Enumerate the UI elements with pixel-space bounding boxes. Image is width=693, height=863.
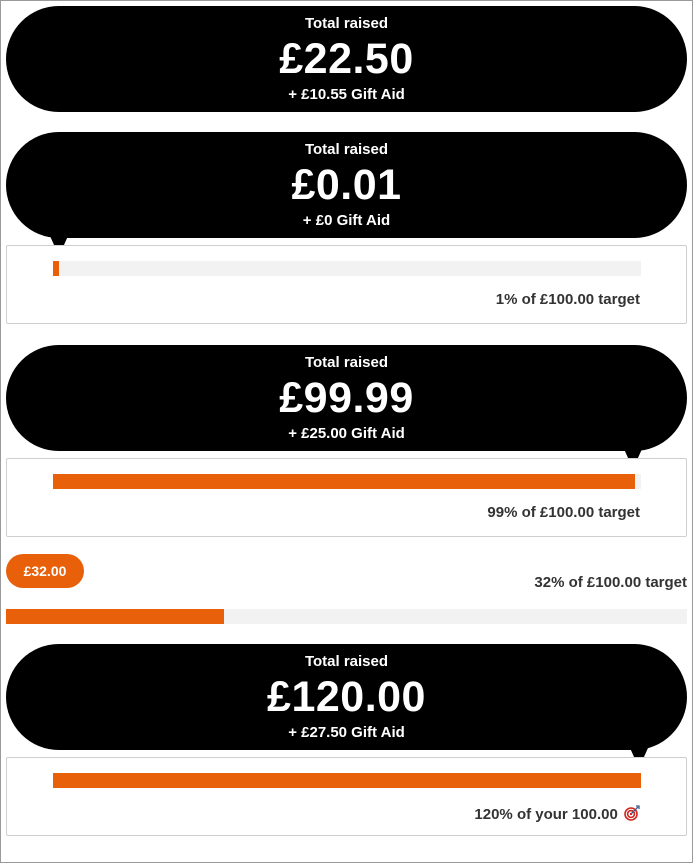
progress-percentage-text: 32% of £100.00 target (534, 574, 687, 591)
total-raised-bubble: Total raised £0.01 + £0 Gift Aid (6, 132, 687, 238)
total-raised-amount: £22.50 (279, 35, 414, 83)
progress-card: 120% of your 100.00 (6, 757, 687, 836)
progress-percentage-text: 99% of £100.00 target (487, 504, 640, 521)
progress-fill (53, 474, 636, 489)
total-raised-label: Total raised (304, 15, 389, 32)
gift-aid-amount: + £10.55 Gift Aid (288, 86, 405, 103)
total-raised-amount: £0.01 (291, 161, 402, 209)
amount-raised-badge: £32.00 (6, 554, 84, 588)
gift-aid-amount: + £25.00 Gift Aid (288, 425, 405, 442)
total-raised-label: Total raised (304, 653, 389, 670)
progress-track (53, 773, 641, 788)
total-raised-bubble: Total raised £99.99 + £25.00 Gift Aid (6, 345, 687, 451)
gift-aid-amount: + £0 Gift Aid (302, 212, 391, 229)
progress-fill (53, 773, 641, 788)
progress-track (53, 261, 641, 276)
total-raised-amount: £120.00 (267, 673, 426, 721)
progress-track (53, 474, 641, 489)
progress-text-label: 120% of your 100.00 (474, 806, 618, 823)
progress-card: 99% of £100.00 target (6, 458, 687, 537)
total-raised-amount: £99.99 (279, 374, 414, 422)
total-raised-label: Total raised (304, 141, 389, 158)
progress-fill (53, 261, 59, 276)
progress-track (6, 609, 687, 624)
progress-card: 1% of £100.00 target (6, 245, 687, 324)
total-raised-bubble: Total raised £120.00 + £27.50 Gift Aid (6, 644, 687, 750)
progress-percentage-text: 120% of your 100.00 (474, 803, 640, 824)
total-raised-label: Total raised (304, 354, 389, 371)
progress-percentage-text: 1% of £100.00 target (495, 291, 640, 308)
target-icon (624, 805, 640, 821)
progress-fill (6, 609, 224, 624)
total-raised-bubble: Total raised £22.50 + £10.55 Gift Aid (6, 6, 687, 112)
gift-aid-amount: + £27.50 Gift Aid (288, 724, 405, 741)
